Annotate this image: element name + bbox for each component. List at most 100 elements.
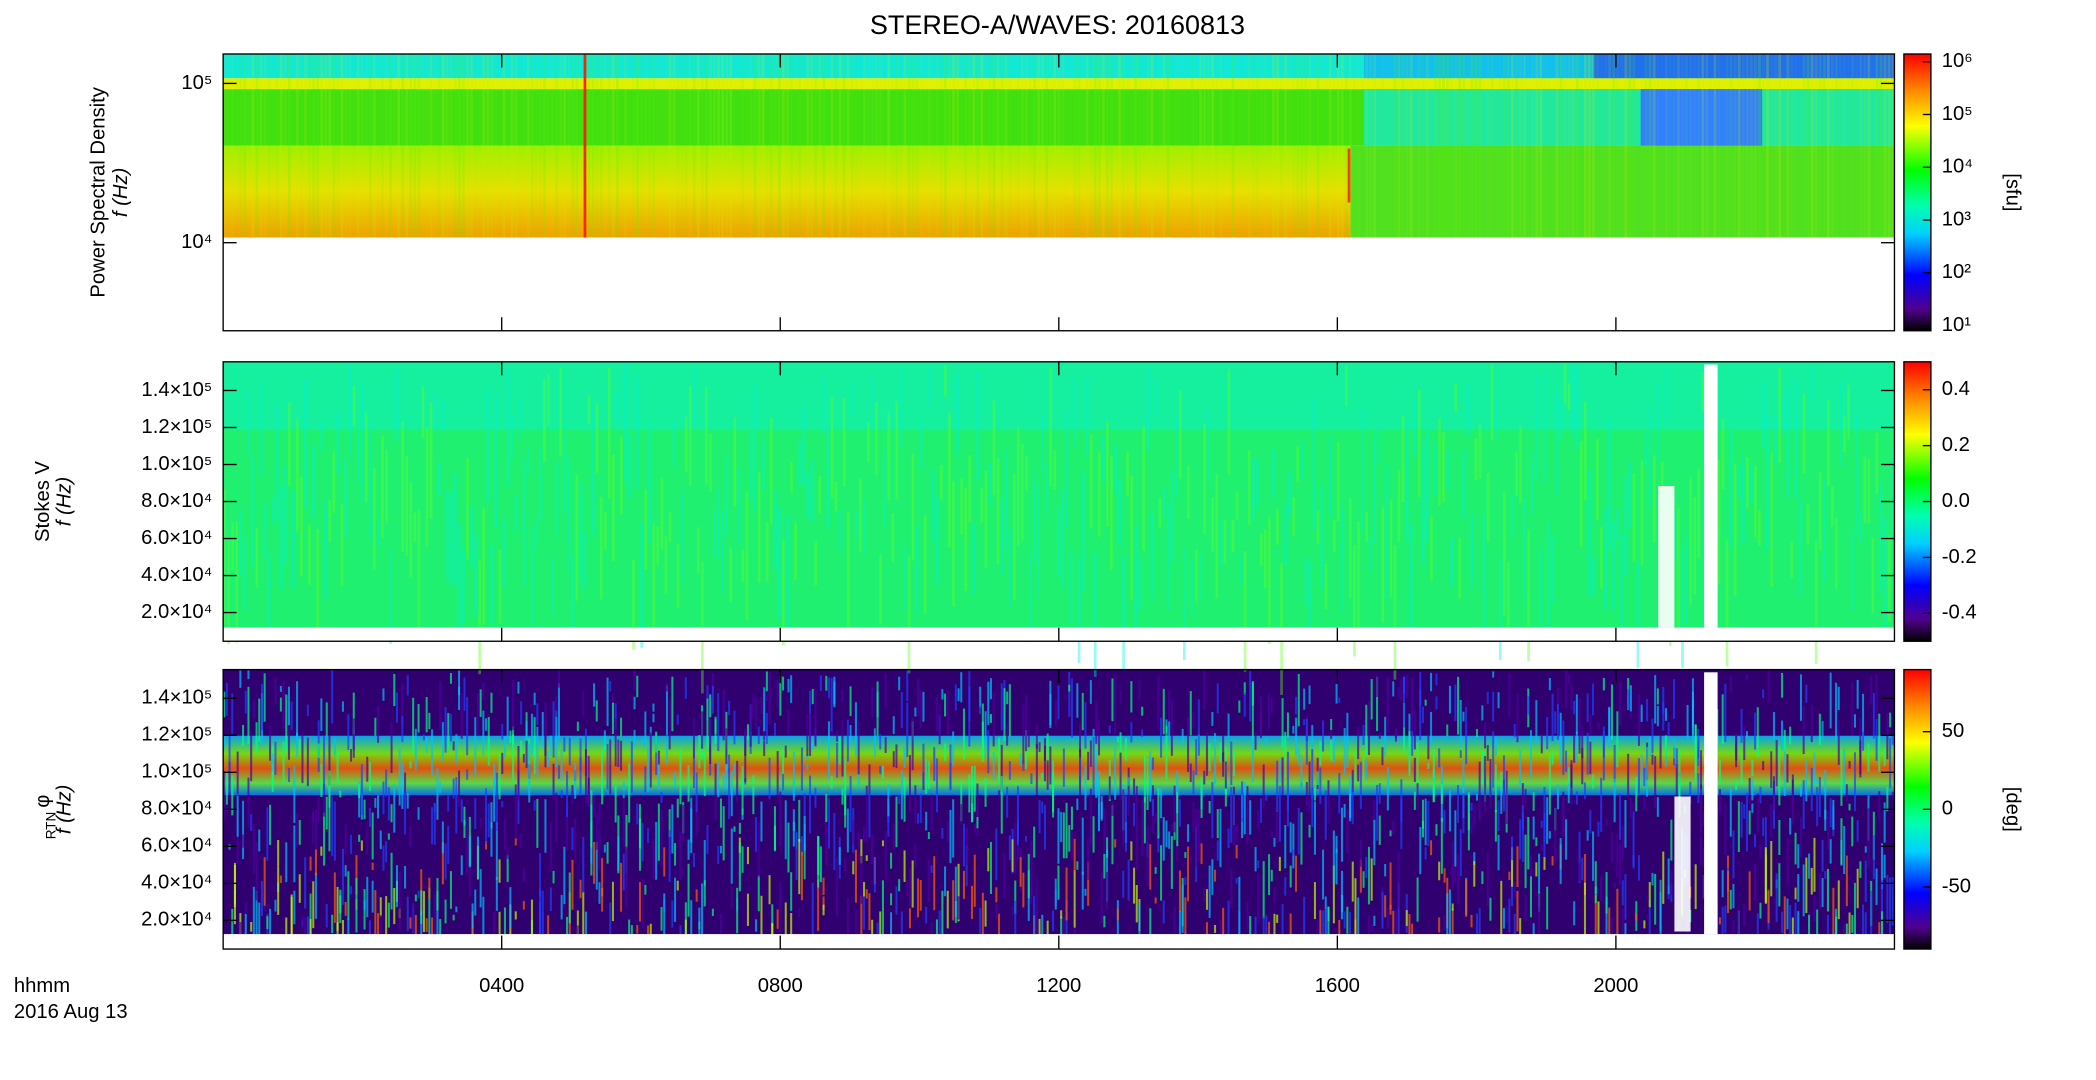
texture-stripe bbox=[374, 890, 377, 935]
texture-stripe bbox=[768, 671, 771, 725]
texture-stripe bbox=[1552, 54, 1555, 238]
texture-stripe bbox=[1459, 829, 1462, 877]
texture-stripe bbox=[379, 830, 382, 849]
texture-stripe bbox=[1276, 811, 1279, 843]
y-tick-label: 6.0×10⁴ bbox=[141, 527, 212, 549]
texture-stripe bbox=[1130, 722, 1133, 743]
texture-stripe bbox=[1168, 690, 1171, 727]
texture-stripe bbox=[1878, 713, 1881, 772]
texture-stripe bbox=[1157, 788, 1160, 839]
texture-stripe bbox=[300, 477, 303, 577]
texture-stripe bbox=[285, 694, 288, 752]
texture-stripe bbox=[1022, 704, 1025, 765]
texture-stripe bbox=[1216, 840, 1219, 861]
texture-stripe bbox=[1322, 849, 1325, 900]
texture-stripe bbox=[879, 733, 882, 750]
texture-stripe bbox=[490, 802, 493, 857]
texture-stripe bbox=[611, 54, 615, 238]
texture-stripe bbox=[1799, 54, 1802, 238]
texture-stripe bbox=[1821, 878, 1824, 907]
y-axis-quantity: Stokes V bbox=[32, 461, 54, 543]
texture-stripe bbox=[1748, 871, 1751, 911]
texture-stripe bbox=[1740, 752, 1743, 785]
texture-stripe bbox=[466, 817, 469, 876]
texture-stripe bbox=[458, 54, 461, 238]
texture-stripe bbox=[1853, 882, 1856, 935]
texture-stripe bbox=[493, 912, 496, 935]
texture-stripe bbox=[1797, 874, 1800, 902]
texture-stripe bbox=[243, 54, 247, 238]
texture-stripe bbox=[1826, 400, 1830, 487]
texture-stripe bbox=[1362, 724, 1365, 745]
texture-stripe bbox=[995, 903, 998, 918]
texture-stripe bbox=[1592, 831, 1595, 881]
texture-stripe bbox=[1856, 868, 1859, 909]
texture-stripe bbox=[336, 886, 339, 932]
texture-stripe bbox=[676, 543, 680, 609]
texture-stripe bbox=[1215, 54, 1219, 238]
texture-stripe bbox=[1168, 721, 1171, 737]
texture-stripe bbox=[1189, 763, 1192, 783]
texture-stripe bbox=[995, 828, 998, 881]
texture-stripe bbox=[890, 912, 893, 935]
texture-stripe bbox=[941, 890, 944, 935]
texture-stripe bbox=[547, 915, 550, 935]
texture-stripe bbox=[1312, 400, 1316, 530]
texture-stripe bbox=[593, 683, 596, 707]
texture-stripe bbox=[1806, 54, 1810, 238]
texture-stripe bbox=[1319, 910, 1322, 935]
texture-stripe bbox=[859, 477, 862, 552]
texture-stripe bbox=[1843, 748, 1846, 793]
texture-stripe bbox=[1160, 788, 1163, 819]
texture-stripe bbox=[1208, 800, 1211, 814]
texture-stripe bbox=[1664, 54, 1668, 238]
texture-stripe bbox=[1127, 777, 1130, 786]
texture-stripe bbox=[728, 768, 731, 820]
texture-stripe bbox=[657, 803, 660, 861]
texture-stripe bbox=[549, 887, 552, 912]
texture-stripe bbox=[579, 757, 582, 796]
texture-stripe bbox=[1060, 916, 1063, 935]
texture-stripe bbox=[738, 842, 741, 892]
texture-stripe bbox=[749, 705, 752, 733]
texture-stripe bbox=[323, 735, 326, 794]
texture-stripe bbox=[988, 54, 992, 238]
texture-stripe bbox=[1270, 869, 1273, 882]
texture-stripe bbox=[790, 913, 793, 935]
texture-stripe bbox=[425, 54, 429, 238]
texture-stripe bbox=[680, 54, 684, 238]
texture-stripe bbox=[1114, 675, 1117, 735]
texture-stripe bbox=[822, 896, 825, 910]
texture-stripe bbox=[1251, 682, 1254, 706]
texture-stripe bbox=[352, 718, 355, 758]
texture-stripe bbox=[1737, 54, 1741, 238]
texture-stripe bbox=[1411, 923, 1414, 935]
texture-stripe bbox=[1203, 670, 1206, 710]
texture-stripe bbox=[1049, 54, 1053, 238]
texture-stripe bbox=[1689, 781, 1692, 805]
texture-stripe bbox=[1816, 909, 1819, 935]
texture-stripe bbox=[1789, 817, 1792, 835]
texture-stripe bbox=[1829, 672, 1832, 729]
texture-stripe bbox=[1774, 415, 1777, 465]
texture-stripe bbox=[478, 54, 481, 238]
texture-stripe bbox=[633, 670, 636, 691]
texture-stripe bbox=[784, 745, 787, 758]
texture-stripe bbox=[722, 806, 725, 861]
texture-stripe bbox=[482, 682, 485, 700]
texture-stripe bbox=[1133, 867, 1136, 904]
texture-stripe bbox=[1810, 768, 1813, 811]
texture-stripe bbox=[1586, 830, 1589, 841]
texture-stripe bbox=[931, 469, 935, 541]
texture-stripe bbox=[1737, 909, 1740, 935]
texture-stripe bbox=[1754, 54, 1757, 238]
texture-stripe bbox=[348, 363, 352, 457]
texture-stripe bbox=[439, 919, 442, 935]
texture-stripe bbox=[479, 689, 482, 717]
texture-stripe bbox=[1457, 853, 1460, 904]
texture-stripe bbox=[1862, 693, 1865, 737]
texture-stripe bbox=[1154, 867, 1157, 874]
texture-stripe bbox=[1490, 54, 1494, 238]
texture-stripe bbox=[287, 701, 290, 760]
texture-stripe bbox=[406, 793, 409, 809]
